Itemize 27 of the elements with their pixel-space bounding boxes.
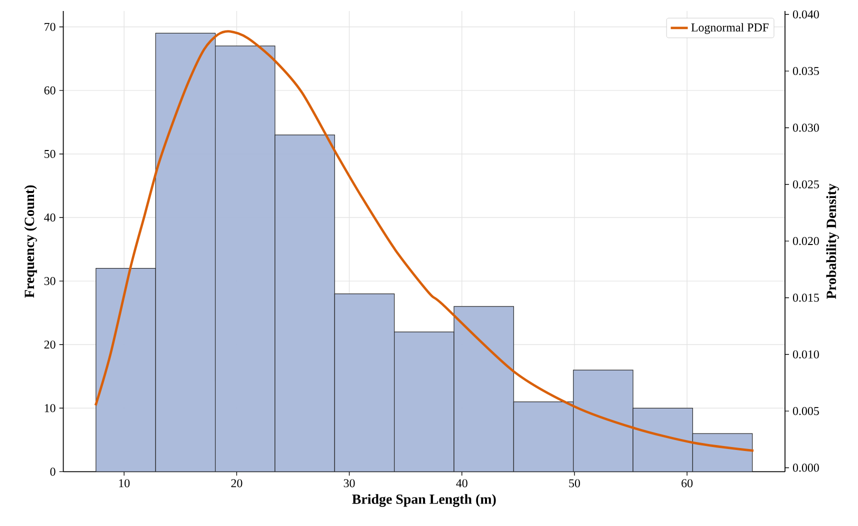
y2-tick-label: 0.040 <box>792 10 819 18</box>
x-tick-label: 60 <box>682 479 693 488</box>
y-axis-title: Frequency (Count) <box>24 185 38 298</box>
y-tick-label: 40 <box>44 213 56 222</box>
y2-tick-label: 0.000 <box>792 464 819 472</box>
y2-tick-label: 0.010 <box>792 350 819 358</box>
y2-tick-label: 0.035 <box>792 66 819 76</box>
x-tick-label: 50 <box>569 479 580 488</box>
y-tick-label: 20 <box>44 340 56 349</box>
y2-axis-title: Probability Density <box>826 184 839 299</box>
y-tick-label: 60 <box>44 86 56 94</box>
y2-tick-label: 0.025 <box>792 180 819 188</box>
y-tick-label: 10 <box>44 404 56 412</box>
y2-tick-label: 0.020 <box>792 237 819 246</box>
x-tick-label: 20 <box>231 479 242 488</box>
y-tick-label: 50 <box>44 150 56 158</box>
x-axis-title: Bridge Span Length (m) <box>352 494 496 507</box>
y2-tick-label: 0.015 <box>792 294 819 302</box>
y-tick-label: 70 <box>44 22 56 31</box>
legend-label: Lognormal PDF <box>691 23 769 34</box>
y-tick-label: 30 <box>44 277 56 286</box>
x-tick-label: 30 <box>344 479 355 488</box>
x-tick-label: 40 <box>456 479 468 488</box>
x-tick-label: 10 <box>119 479 130 488</box>
y2-tick-label: 0.030 <box>792 124 819 132</box>
y2-tick-label: 0.005 <box>792 407 819 416</box>
y-tick-label: 0 <box>50 468 56 476</box>
